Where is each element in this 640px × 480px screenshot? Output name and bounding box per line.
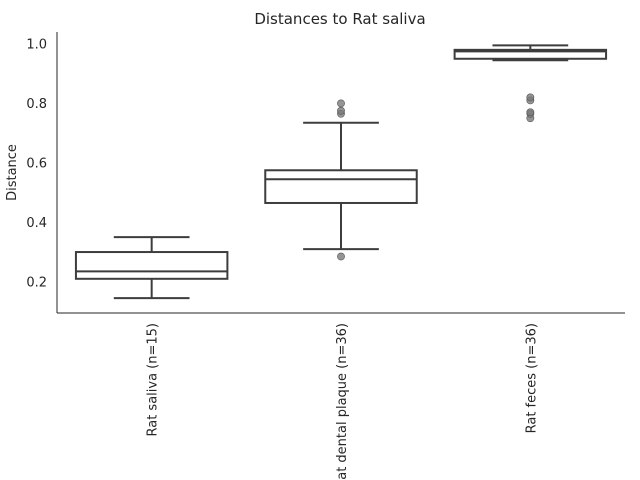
outlier-point bbox=[526, 93, 535, 102]
y-ticks: 0.2 0.4 0.6 0.8 1.0 bbox=[26, 37, 47, 290]
box-iqr bbox=[74, 251, 229, 280]
y-tick-label: 1.0 bbox=[26, 37, 47, 52]
boxes bbox=[74, 44, 608, 300]
x-tick-label: Rat saliva (n=15) bbox=[146, 323, 161, 437]
outlier-point bbox=[337, 99, 345, 108]
box-group bbox=[264, 99, 418, 261]
x-tick-labels: Rat saliva (n=15) Rat dental plaque (n=36… bbox=[146, 323, 540, 480]
x-tick-label: Rat feces (n=36) bbox=[524, 323, 539, 433]
y-tick-label: 0.2 bbox=[26, 275, 47, 290]
box-group bbox=[74, 236, 229, 300]
box-iqr bbox=[453, 48, 608, 60]
box-iqr bbox=[264, 169, 418, 204]
outlier-point bbox=[337, 252, 345, 261]
outlier-point bbox=[526, 108, 535, 117]
box-group bbox=[453, 44, 608, 123]
y-tick-label: 0.8 bbox=[26, 97, 47, 112]
outlier-point bbox=[337, 106, 345, 115]
x-tick-label: Rat dental plaque (n=36) bbox=[335, 323, 350, 480]
y-tick-label: 0.6 bbox=[26, 156, 47, 171]
axes bbox=[56, 32, 625, 314]
y-axis-label: Distance bbox=[5, 144, 20, 201]
y-tick-label: 0.4 bbox=[26, 216, 47, 231]
chart-title: Distances to Rat saliva bbox=[254, 10, 425, 28]
